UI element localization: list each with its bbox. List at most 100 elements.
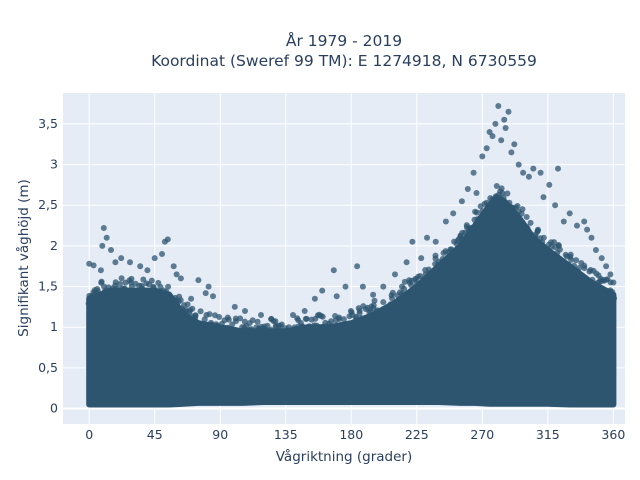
data-point	[108, 247, 114, 253]
data-point	[540, 194, 547, 201]
data-point	[519, 206, 526, 213]
data-point	[394, 301, 401, 308]
data-point	[192, 312, 199, 319]
data-point	[527, 219, 534, 226]
data-point	[205, 327, 212, 334]
data-point	[458, 198, 465, 205]
data-point	[258, 312, 264, 318]
data-point	[197, 308, 204, 315]
data-point	[89, 300, 96, 307]
data-point	[495, 103, 502, 109]
data-point	[98, 278, 105, 285]
data-point	[404, 291, 411, 298]
y-tick-label: 0,5	[38, 360, 58, 375]
data-point	[164, 293, 171, 299]
data-point	[462, 241, 469, 248]
data-point	[396, 296, 403, 303]
data-point	[169, 302, 176, 309]
data-point	[611, 295, 618, 302]
data-point	[504, 190, 511, 197]
data-point	[161, 297, 167, 303]
data-point	[581, 262, 588, 269]
data-point	[419, 282, 426, 289]
x-tick-label: 270	[470, 427, 494, 442]
data-point	[194, 320, 201, 327]
data-point	[489, 133, 496, 140]
data-point	[578, 278, 585, 284]
data-point	[464, 186, 471, 192]
data-point	[439, 255, 446, 262]
data-point	[268, 332, 275, 338]
y-axis-title: Signifikant våghöjd (m)	[15, 179, 32, 337]
x-tick-label: 180	[339, 427, 363, 442]
data-point	[515, 161, 522, 168]
data-point	[216, 314, 223, 320]
data-point	[498, 137, 505, 144]
data-point	[487, 207, 494, 214]
data-point	[592, 286, 599, 293]
data-point	[448, 257, 455, 264]
data-point	[138, 282, 145, 289]
data-point	[278, 321, 285, 328]
data-point	[231, 303, 238, 310]
data-point	[273, 335, 280, 341]
data-point	[117, 280, 124, 287]
data-point	[560, 218, 567, 225]
x-tick-label: 90	[212, 427, 228, 442]
data-point	[268, 316, 275, 323]
data-point	[366, 313, 373, 320]
data-point	[471, 226, 478, 233]
data-point	[303, 315, 310, 322]
data-point	[535, 226, 541, 233]
data-point	[508, 149, 515, 156]
data-point	[493, 183, 500, 189]
data-point	[555, 165, 561, 172]
data-point	[588, 234, 595, 241]
data-point	[113, 285, 120, 292]
data-point	[229, 327, 236, 334]
data-point	[603, 263, 610, 270]
data-point	[567, 251, 574, 258]
data-point	[505, 108, 512, 115]
data-point	[290, 312, 296, 318]
data-point	[546, 255, 553, 262]
data-point	[450, 210, 457, 217]
data-point	[442, 218, 449, 225]
data-point	[498, 185, 505, 192]
data-point	[525, 173, 532, 180]
data-point	[174, 306, 181, 313]
data-point	[137, 263, 144, 270]
data-point	[432, 238, 439, 245]
data-point	[354, 263, 361, 270]
data-point	[403, 259, 410, 266]
data-point	[267, 326, 274, 333]
data-point	[330, 267, 337, 274]
x-tick-label: 315	[536, 427, 560, 442]
y-tick-label: 2	[50, 238, 58, 253]
y-tick-label: 0	[50, 401, 58, 416]
data-point	[499, 190, 506, 197]
data-point	[356, 307, 363, 314]
data-point	[127, 259, 133, 266]
data-point	[380, 299, 387, 306]
data-point	[459, 235, 465, 242]
data-point	[500, 194, 507, 201]
data-point	[553, 255, 560, 262]
data-point	[385, 309, 392, 315]
data-point	[473, 190, 480, 196]
data-point	[514, 203, 521, 209]
data-point	[100, 225, 107, 231]
data-point	[479, 153, 486, 160]
data-point	[607, 271, 614, 278]
data-point	[437, 264, 444, 271]
data-point	[424, 234, 430, 241]
data-point	[568, 256, 575, 263]
data-point	[91, 295, 98, 302]
data-point	[471, 231, 478, 237]
y-tick-label: 1	[50, 319, 58, 334]
data-point	[389, 295, 395, 302]
data-point	[408, 282, 415, 289]
data-point	[118, 255, 125, 262]
data-point	[164, 236, 171, 243]
data-point	[251, 334, 258, 341]
